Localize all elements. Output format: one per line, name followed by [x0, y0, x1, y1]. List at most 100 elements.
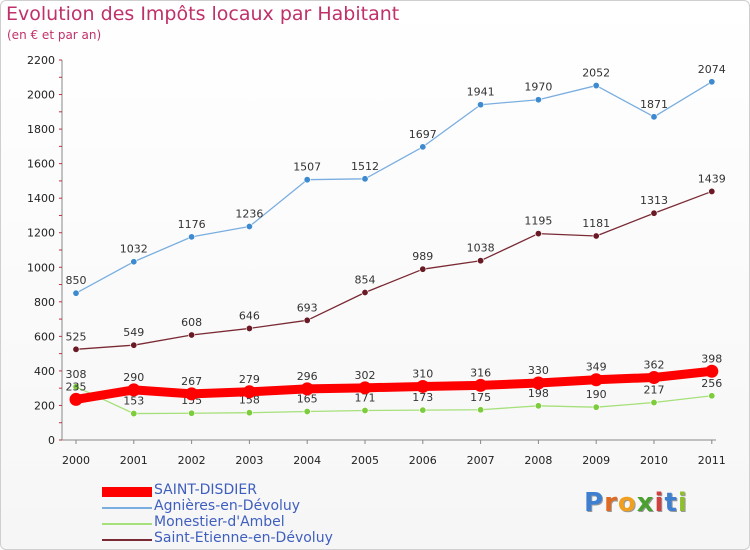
data-point	[650, 113, 658, 121]
x-tick-label: 2000	[62, 454, 90, 467]
data-point	[534, 402, 542, 410]
data-point	[69, 392, 83, 406]
data-point	[361, 406, 369, 414]
data-point	[534, 96, 542, 104]
y-tick-label: 1400	[27, 192, 55, 205]
x-tick-label: 2005	[351, 454, 379, 467]
x-tick-label: 2002	[178, 454, 206, 467]
data-point	[419, 265, 427, 273]
y-tick-label: 1800	[27, 123, 55, 136]
y-tick-label: 1200	[27, 227, 55, 240]
data-point	[303, 407, 311, 415]
data-label: 646	[239, 309, 260, 322]
data-point	[185, 387, 199, 401]
data-label: 850	[66, 274, 87, 287]
data-point	[708, 78, 716, 86]
data-label: 171	[355, 391, 376, 404]
legend-label: Monestier-d'Ambel	[154, 514, 285, 530]
data-label: 1512	[351, 160, 379, 173]
data-point	[361, 175, 369, 183]
y-tick-label: 800	[34, 296, 55, 309]
data-label: 1236	[235, 208, 263, 221]
data-point	[130, 258, 138, 266]
data-label: 1195	[524, 215, 552, 228]
data-point	[477, 257, 485, 265]
data-point	[72, 289, 80, 297]
data-label: 190	[586, 388, 607, 401]
data-label: 1176	[178, 218, 206, 231]
chart-title: Evolution des Impôts locaux par Habitant	[6, 3, 400, 25]
legend-label: Agnières-en-Dévoluy	[154, 498, 301, 514]
data-point	[72, 345, 80, 353]
logo-letter: x	[636, 488, 655, 518]
series-line-monestier-d-ambel	[75, 386, 713, 415]
data-point	[477, 101, 485, 109]
data-label: 525	[66, 330, 87, 343]
data-label: 1313	[640, 194, 668, 207]
data-point	[474, 378, 488, 392]
data-point	[127, 383, 141, 397]
data-label: 1181	[582, 217, 610, 230]
data-label: 267	[181, 375, 202, 388]
data-label: 217	[644, 384, 665, 397]
data-point	[245, 324, 253, 332]
data-point	[592, 82, 600, 90]
legend-swatch	[102, 523, 152, 525]
x-tick-label: 2011	[698, 454, 726, 467]
data-point	[592, 232, 600, 240]
logo-letter: r	[604, 488, 618, 518]
data-label: 198	[528, 387, 549, 400]
data-point	[477, 406, 485, 414]
data-label: 398	[701, 352, 722, 365]
x-tick-label: 2006	[409, 454, 437, 467]
data-label: 310	[412, 367, 433, 380]
x-tick-label: 2008	[524, 454, 552, 467]
data-label: 608	[181, 316, 202, 329]
x-tick-label: 2001	[120, 454, 148, 467]
chart-subtitle: (en € et par an)	[7, 28, 102, 42]
data-label: 2074	[698, 63, 726, 76]
data-label: 989	[412, 250, 433, 263]
logo-letter: i	[654, 488, 665, 518]
data-label: 302	[355, 369, 376, 382]
data-label: 279	[239, 373, 260, 386]
data-label: 158	[239, 394, 260, 407]
data-point	[303, 176, 311, 184]
data-label: 153	[123, 395, 144, 408]
data-label: 290	[123, 371, 144, 384]
series-line-saint-disdier	[71, 366, 717, 404]
x-tick-label: 2003	[235, 454, 263, 467]
data-point	[419, 143, 427, 151]
data-point	[72, 383, 80, 391]
series-line-agni-res-en-d-voluy	[75, 81, 713, 294]
data-label: 1697	[409, 128, 437, 141]
x-tick-label: 2007	[467, 454, 495, 467]
data-label: 1941	[467, 86, 495, 99]
data-label: 2052	[582, 67, 610, 80]
y-tick-label: 1600	[27, 158, 55, 171]
logo-letter: i	[677, 488, 688, 518]
data-label: 175	[470, 391, 491, 404]
data-point	[361, 288, 369, 296]
y-tick-label: 2200	[27, 54, 55, 67]
legend-label: SAINT-DISDIER	[154, 482, 257, 498]
data-label: 296	[297, 370, 318, 383]
data-label: 1507	[293, 161, 321, 174]
x-tick-label: 2009	[582, 454, 610, 467]
data-point	[416, 379, 430, 393]
data-label: 693	[297, 301, 318, 314]
y-tick-label: 1000	[27, 261, 55, 274]
data-point	[589, 373, 603, 387]
data-point	[708, 187, 716, 195]
data-point	[358, 381, 372, 395]
data-label: 1970	[524, 81, 552, 94]
series-line-saint-etienne-en-d-voluy	[75, 190, 713, 350]
data-point	[242, 385, 256, 399]
data-point	[708, 392, 716, 400]
y-tick-label: 200	[34, 399, 55, 412]
data-label: 165	[297, 393, 318, 406]
data-point	[188, 409, 196, 417]
data-point	[534, 230, 542, 238]
data-label: 1871	[640, 98, 668, 111]
